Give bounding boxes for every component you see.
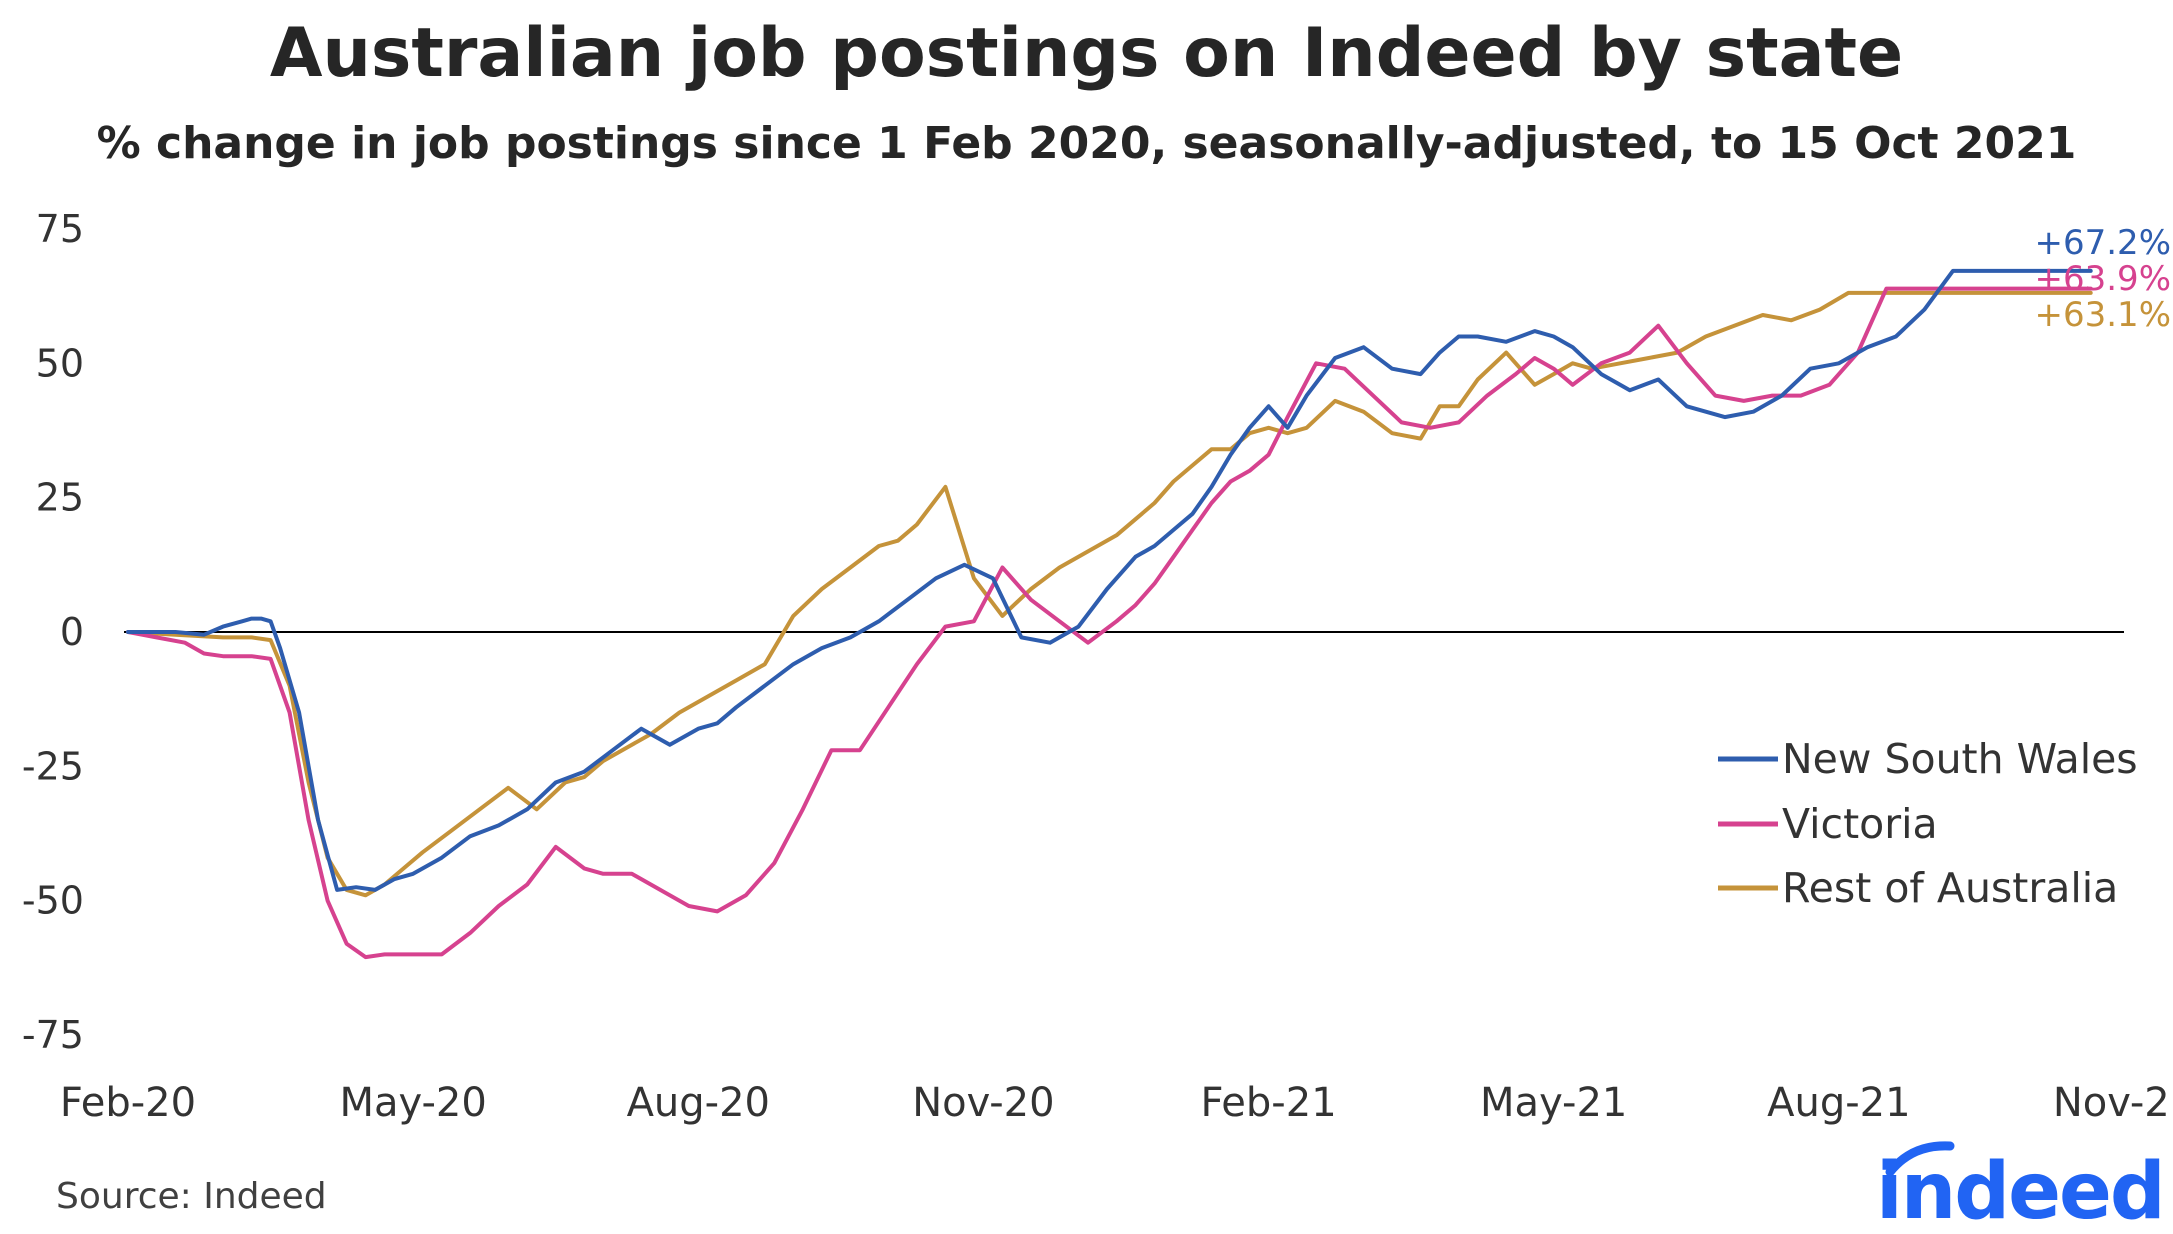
y-tick-label: 25 — [36, 476, 84, 520]
y-tick-label: 75 — [36, 207, 84, 251]
x-tick-label: May-21 — [1480, 1080, 1627, 1126]
y-tick-label: 50 — [36, 341, 84, 385]
chart-title: Australian job postings on Indeed by sta… — [269, 14, 1904, 93]
x-tick-label: Feb-21 — [1200, 1080, 1336, 1126]
x-tick-label: Aug-20 — [627, 1080, 770, 1126]
x-axis: Feb-20 May-20 Aug-20 Nov-20 Feb-21 May-21 Aug-… — [60, 1080, 2173, 1126]
series-line-roa — [126, 290, 2093, 898]
end-label-nsw: +67.2% — [2035, 223, 2172, 263]
x-tick-label: Aug-21 — [1767, 1080, 1910, 1126]
x-tick-label: Nov-20 — [912, 1080, 1054, 1126]
legend-label-nsw: New South Wales — [1782, 735, 2138, 783]
y-tick-label: -50 — [22, 879, 84, 923]
x-tick-label: May-20 — [339, 1080, 486, 1126]
y-axis: 75 50 25 0 -25 -50 -75 — [22, 207, 84, 1057]
logo-arc-icon — [1885, 1141, 1955, 1177]
x-tick-label: Nov-21 — [2053, 1080, 2173, 1126]
y-tick-label: -75 — [22, 1013, 84, 1057]
end-labels: +67.2%+63.9%+63.1% — [2035, 223, 2172, 335]
legend-label-roa: Rest of Australia — [1782, 864, 2118, 912]
end-label-roa: +63.1% — [2035, 295, 2172, 335]
series-line-nsw — [126, 268, 2093, 892]
series-lines — [126, 268, 2093, 960]
end-label-vic: +63.9% — [2035, 259, 2172, 299]
indeed-logo[interactable]: indeed — [1872, 1138, 2167, 1228]
y-tick-label: 0 — [60, 610, 84, 654]
logo-wordmark: indeed — [1876, 1147, 2164, 1228]
legend-label-vic: Victoria — [1782, 800, 1938, 848]
chart-subtitle: % change in job postings since 1 Feb 202… — [96, 118, 2077, 169]
series-line-vic — [126, 286, 2093, 960]
legend: New South Wales Victoria Rest of Australia — [1718, 735, 2138, 912]
x-tick-label: Feb-20 — [60, 1080, 196, 1126]
source-note: Source: Indeed — [56, 1176, 327, 1217]
y-tick-label: -25 — [22, 744, 84, 788]
